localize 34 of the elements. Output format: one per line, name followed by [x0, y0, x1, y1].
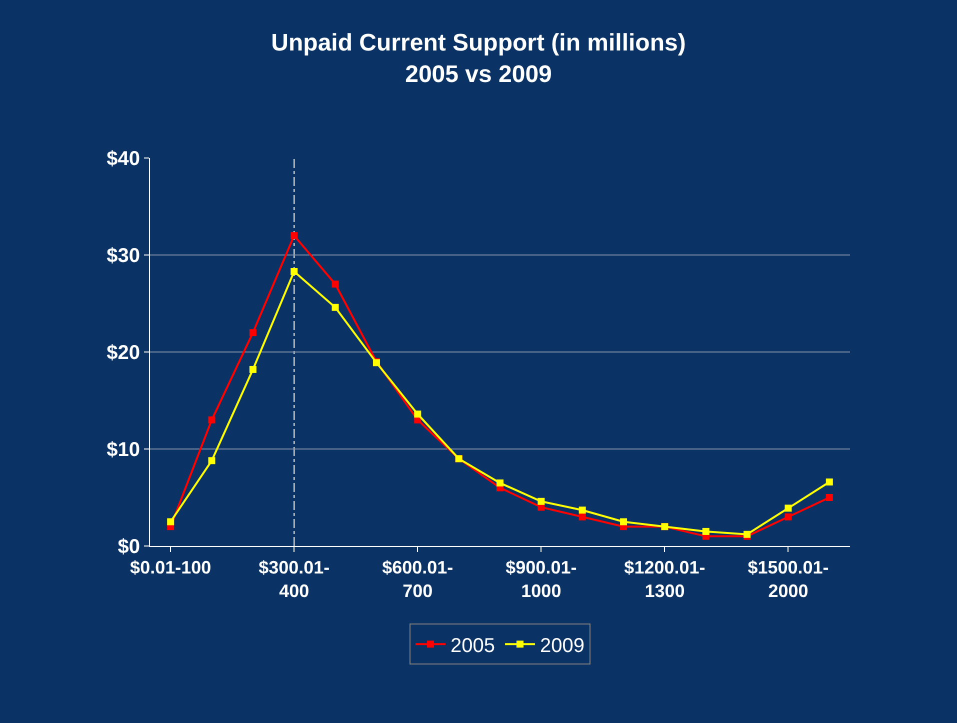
- y-tick-label: $0: [118, 536, 140, 558]
- point: [826, 478, 833, 486]
- point: [290, 268, 298, 275]
- point: [578, 506, 586, 514]
- point: [208, 457, 216, 464]
- point: [538, 498, 545, 505]
- x-tick-label: $900.01- 1000: [506, 558, 577, 601]
- y-tick-label: $40: [106, 148, 140, 170]
- x-tick-label: $0.01-100: [130, 558, 212, 578]
- point: [208, 416, 216, 424]
- point: [826, 494, 833, 501]
- point: [620, 518, 628, 526]
- point: [784, 513, 792, 520]
- point: [290, 232, 298, 240]
- x-tick-label: $1500.01- 2000: [748, 558, 829, 601]
- point: [784, 504, 792, 512]
- point: [249, 366, 256, 373]
- point: [332, 280, 339, 288]
- point: [167, 518, 174, 526]
- legend-label: 2005: [450, 634, 495, 657]
- point: [414, 410, 422, 418]
- point: [702, 528, 710, 535]
- legend-label: 2009: [540, 634, 584, 657]
- x-tick-label: $600.01- 700: [382, 558, 454, 601]
- y-tick-label: $30: [106, 245, 140, 267]
- point: [578, 513, 586, 520]
- point: [496, 479, 504, 486]
- point: [249, 329, 256, 336]
- y-tick-label: $10: [106, 439, 140, 461]
- x-tick-label: $1200.01- 1300: [624, 558, 706, 601]
- point: [332, 304, 339, 311]
- y-tick-label: $20: [106, 342, 140, 364]
- x-tick-label: $300.01- 400: [258, 558, 330, 601]
- chart-title: Unpaid Current Support (in millions) 2005 vs 2009: [271, 30, 686, 88]
